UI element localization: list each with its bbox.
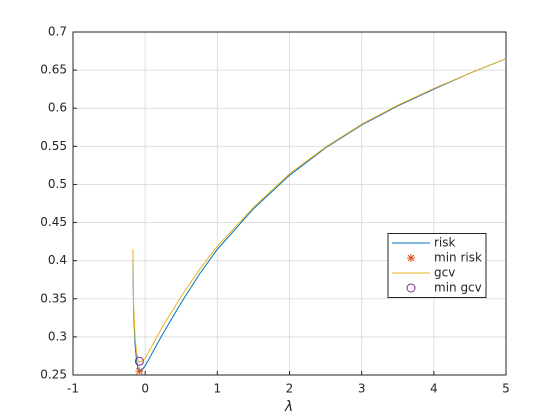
y-tick-label: 0.55 [40, 139, 67, 153]
line-series [132, 58, 507, 372]
legend-label: min gcv [434, 281, 482, 295]
legend-swatch [406, 283, 416, 293]
x-tick-label: -1 [67, 382, 79, 396]
y-tick-label: 0.5 [48, 177, 67, 191]
x-tick-label: 4 [430, 382, 438, 396]
y-tick-label: 0.3 [48, 329, 67, 343]
y-tick-label: 0.25 [40, 368, 67, 382]
legend-label: min risk [434, 251, 482, 265]
legend-label: risk [434, 236, 456, 250]
x-tick-label: 2 [286, 382, 294, 396]
x-tick-label: 0 [141, 382, 149, 396]
y-tick-label: 0.6 [48, 101, 67, 115]
legend-swatch [407, 254, 415, 262]
legend-label: gcv [434, 266, 455, 280]
x-axis-label: λ [284, 399, 293, 415]
marker [134, 356, 144, 366]
legend-box [387, 233, 487, 298]
x-tick-label: 3 [358, 382, 366, 396]
x-tick-label: 5 [502, 382, 510, 396]
y-tick-label: 0.65 [40, 63, 67, 77]
y-tick-label: 0.35 [40, 291, 67, 305]
y-tick-label: 0.4 [48, 253, 67, 267]
y-tick-label: 0.7 [48, 25, 67, 39]
axes-box [72, 31, 507, 376]
x-tick-label: 1 [214, 382, 222, 396]
marker [135, 367, 144, 376]
line-series [132, 58, 507, 363]
y-tick-label: 0.45 [40, 215, 67, 229]
